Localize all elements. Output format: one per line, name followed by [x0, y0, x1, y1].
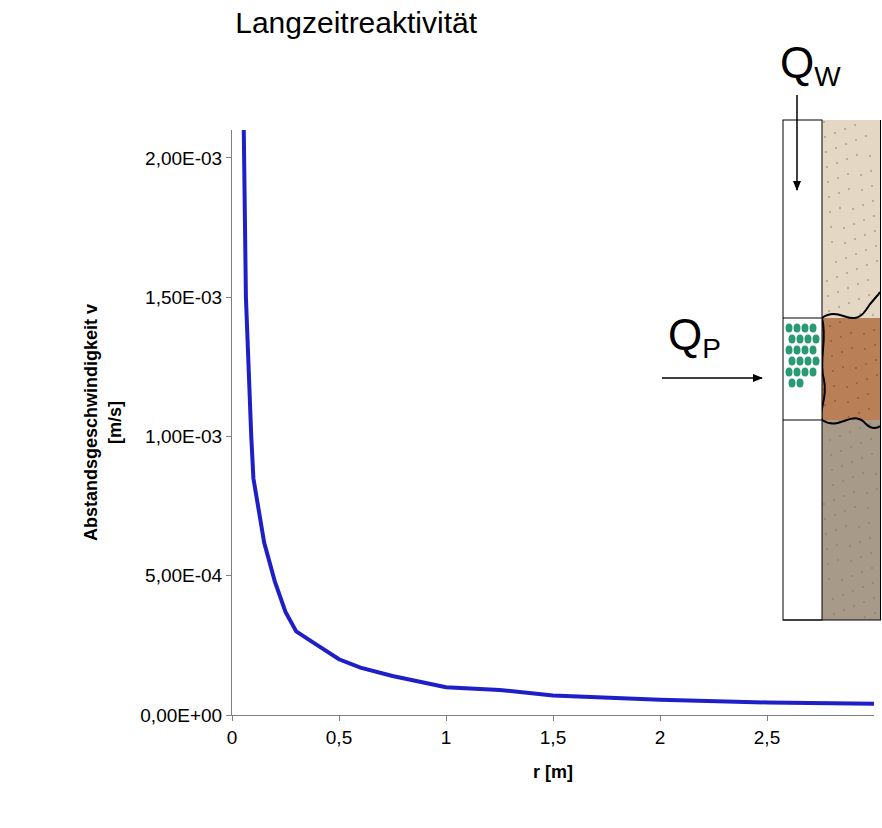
svg-text:2,5: 2,5: [754, 727, 780, 748]
svg-text:Abstandsgeschwindigkeit v[m/s]: Abstandsgeschwindigkeit v[m/s]: [81, 304, 124, 541]
svg-text:1,00E-03: 1,00E-03: [145, 426, 222, 447]
svg-text:2: 2: [655, 727, 666, 748]
svg-text:1: 1: [441, 727, 452, 748]
svg-text:0: 0: [227, 727, 238, 748]
svg-text:QW: QW: [780, 38, 841, 92]
svg-text:1,5: 1,5: [540, 727, 566, 748]
svg-text:2,00E-03: 2,00E-03: [145, 148, 222, 169]
svg-text:0,00E+00: 0,00E+00: [140, 705, 222, 726]
svg-text:0,5: 0,5: [326, 727, 352, 748]
svg-text:5,00E-04: 5,00E-04: [145, 565, 223, 586]
svg-text:1,50E-03: 1,50E-03: [145, 287, 222, 308]
svg-text:QP: QP: [668, 310, 721, 364]
svg-text:Langzeitreaktivität: Langzeitreaktivität: [235, 6, 477, 39]
svg-text:r [m]: r [m]: [533, 762, 573, 782]
